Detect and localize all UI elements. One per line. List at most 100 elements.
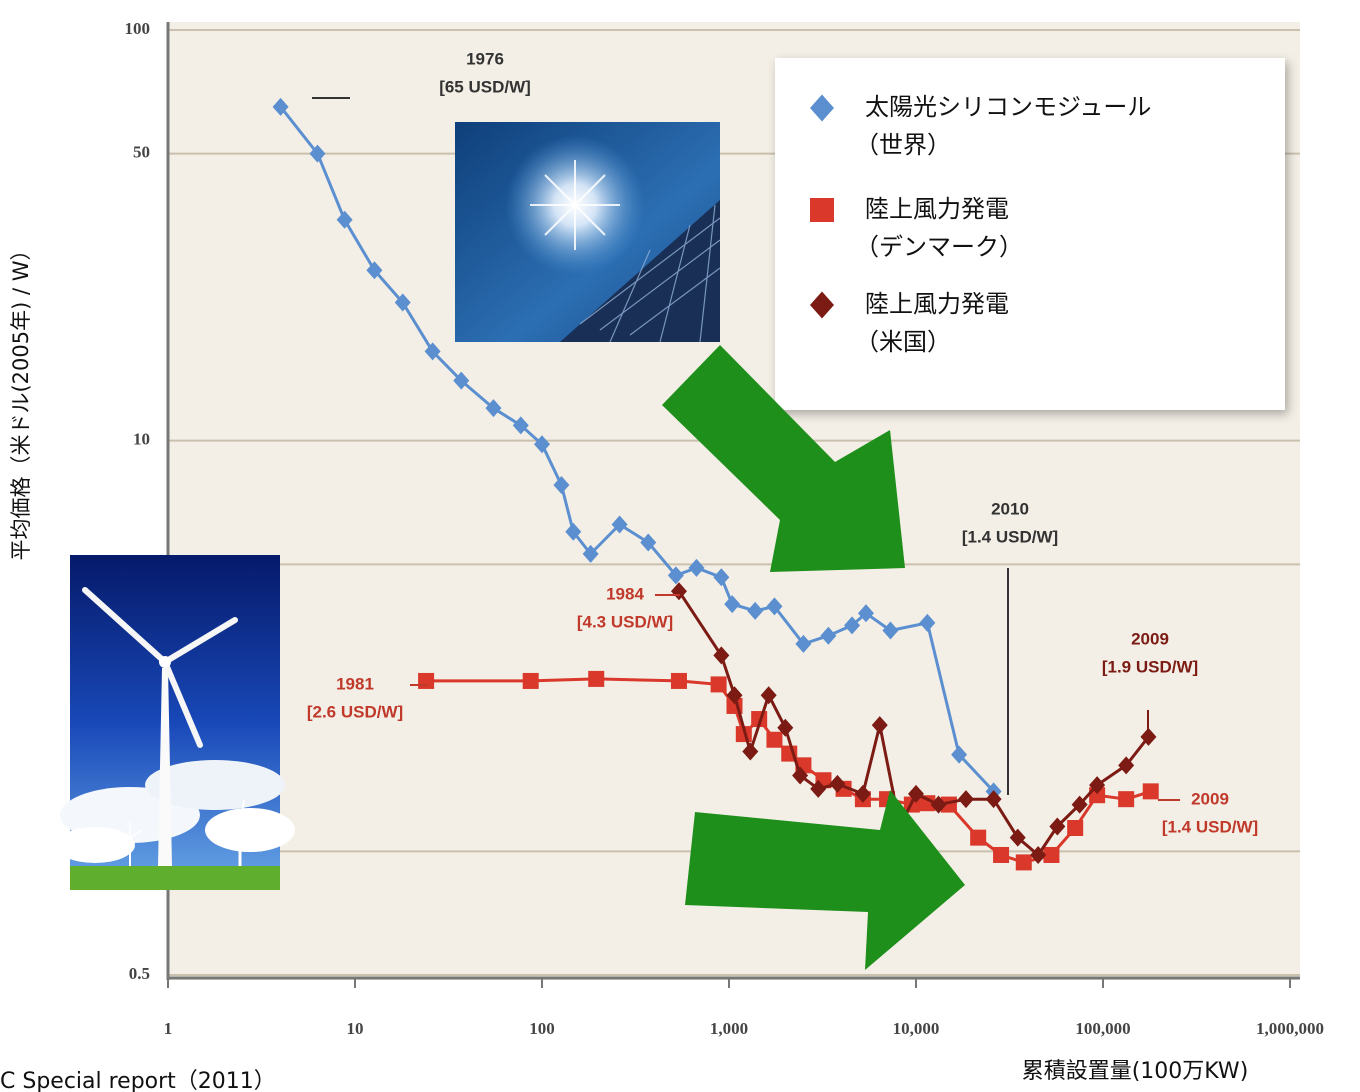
marker [930,795,947,814]
marker [993,846,1010,863]
annotations: 1976 [65 USD/W] 1984 [4.3 USD/W] 1981 [2.6 US… [307,49,1258,836]
marker [394,293,411,312]
legend-box [775,58,1285,410]
marker [747,601,764,620]
marker [1089,776,1106,795]
annotation-text: 1976 [466,49,504,68]
x-tick-label: 100,000 [1075,1019,1130,1038]
legend: 太陽光シリコンモジュール（世界） 陸上風力発電（デンマーク） 陸上風力発電（米国） [775,58,1285,410]
marker [588,670,605,687]
marker [688,558,705,577]
annotation-text: [1.4 USD/W] [1162,817,1258,836]
marker [985,790,1002,809]
x-tick-label: 10,000 [893,1019,940,1038]
marker [553,476,570,495]
annotation-text: 1984 [606,584,644,603]
marker [760,686,777,705]
annotation-text: 2009 [1131,629,1169,648]
marker [871,716,888,735]
marker [611,515,628,534]
marker [724,595,741,614]
marker [1043,846,1060,863]
marker [1140,727,1157,746]
marker [919,795,936,812]
marker [1118,791,1135,808]
marker [726,686,743,705]
x-tick-label: 1,000,000 [1256,1019,1324,1038]
marker [534,435,550,454]
marker [272,97,289,116]
marker [742,742,759,761]
marker [453,371,470,390]
marker [766,731,783,748]
x-tick-label: 1,000 [710,1019,748,1038]
marker [582,544,599,563]
x-tick-label: 1 [164,1019,173,1038]
legend-label: 陸上風力発電（米国） [855,290,1009,356]
marker [957,790,974,809]
marker [1118,756,1135,775]
ticks: 0.51510501001101001,00010,000100,0001,00… [125,19,1325,1038]
marker [667,566,684,585]
y-tick-label: 10 [133,430,150,449]
marker [919,613,936,632]
marks [272,97,1159,871]
green-arrow [685,790,965,970]
marker [1049,817,1066,836]
marker [829,774,846,793]
marker [795,634,812,653]
y-tick-label: 100 [125,19,151,38]
marker [792,766,809,785]
marker [882,621,899,640]
marker [1071,795,1088,814]
annotation-text: [65 USD/W] [439,77,531,96]
marker [810,779,827,798]
annotation-text: 2010 [991,499,1029,518]
x-axis-label: 累積設置量(100万KW) [1022,1059,1249,1084]
annotation-text: [1.9 USD/W] [1102,657,1198,676]
marker [309,144,326,163]
marker [1142,783,1159,800]
annotation-text: 1981 [336,674,374,693]
legend-entries: 太陽光シリコンモジュール（世界） 陸上風力発電（デンマーク） 陸上風力発電（米国） [810,93,1151,356]
source: C Special report（2011） [0,1069,276,1092]
marker [713,568,730,587]
marker [1067,820,1084,837]
annotation-text: 2009 [1191,789,1229,808]
marker [1009,828,1026,847]
marker [844,616,861,635]
marker [854,784,871,803]
marker [970,829,987,846]
marker [366,261,383,280]
marker [670,672,687,689]
marker [1030,845,1047,864]
marker [710,676,727,693]
marker [522,672,539,689]
marker [810,198,834,222]
green-arrow [662,345,905,572]
x-tick-label: 100 [529,1019,555,1038]
legend-label: 陸上風力発電（デンマーク） [855,195,1023,261]
marker [336,210,353,229]
marker [418,672,435,689]
marker [640,533,657,552]
marker [810,94,834,122]
marker [565,522,582,541]
marker [810,291,834,319]
wind-photo [55,555,295,890]
marker [424,342,441,361]
annotation-text: [4.3 USD/W] [577,612,673,631]
marker [857,604,874,623]
annotation-text: [1.4 USD/W] [962,527,1058,546]
solar-photo [455,122,721,343]
x-tick-label: 10 [347,1019,364,1038]
marker [1015,854,1032,871]
marker [485,399,502,418]
marker [713,646,730,665]
marker [766,597,783,616]
marker [512,416,529,435]
legend-label: 太陽光シリコンモジュール（世界） [855,93,1151,159]
marker [777,718,794,737]
y-tick-label: 0.5 [129,964,150,983]
